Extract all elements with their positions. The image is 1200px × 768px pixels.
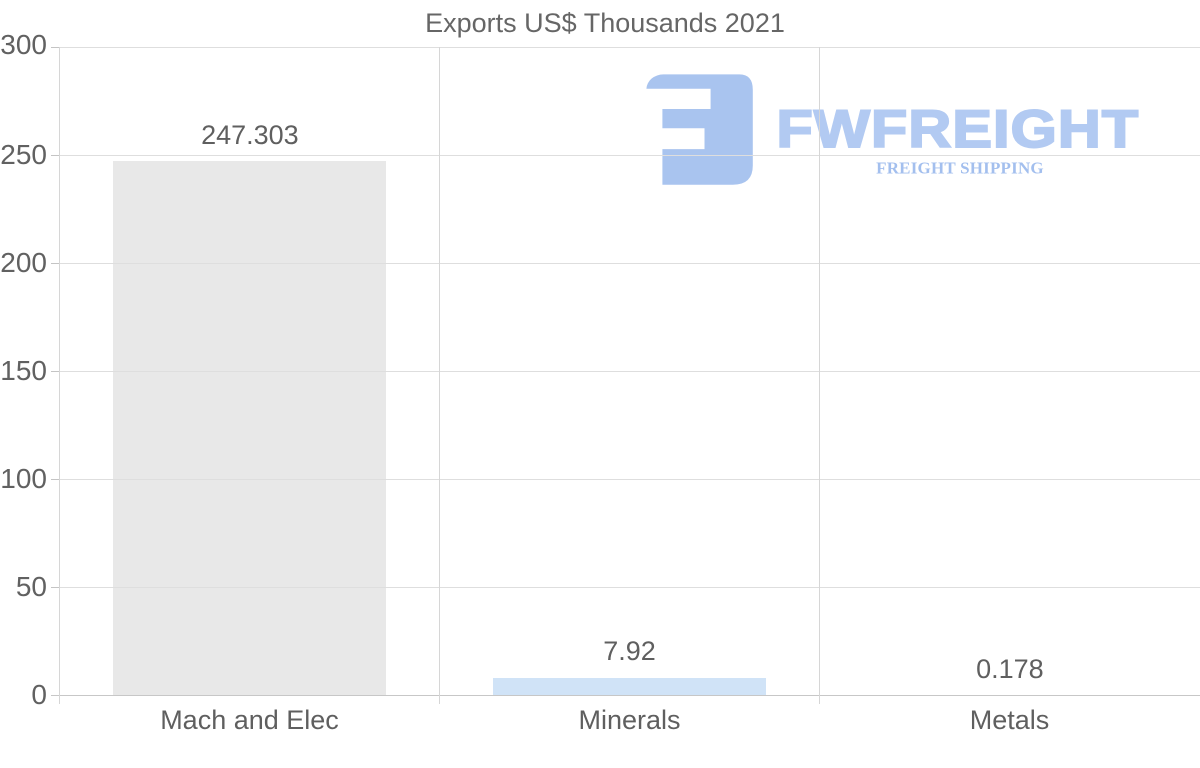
svg-text:FWFREIGHT: FWFREIGHT bbox=[777, 99, 1140, 158]
svg-text:FREIGHT SHIPPING: FREIGHT SHIPPING bbox=[876, 158, 1044, 177]
